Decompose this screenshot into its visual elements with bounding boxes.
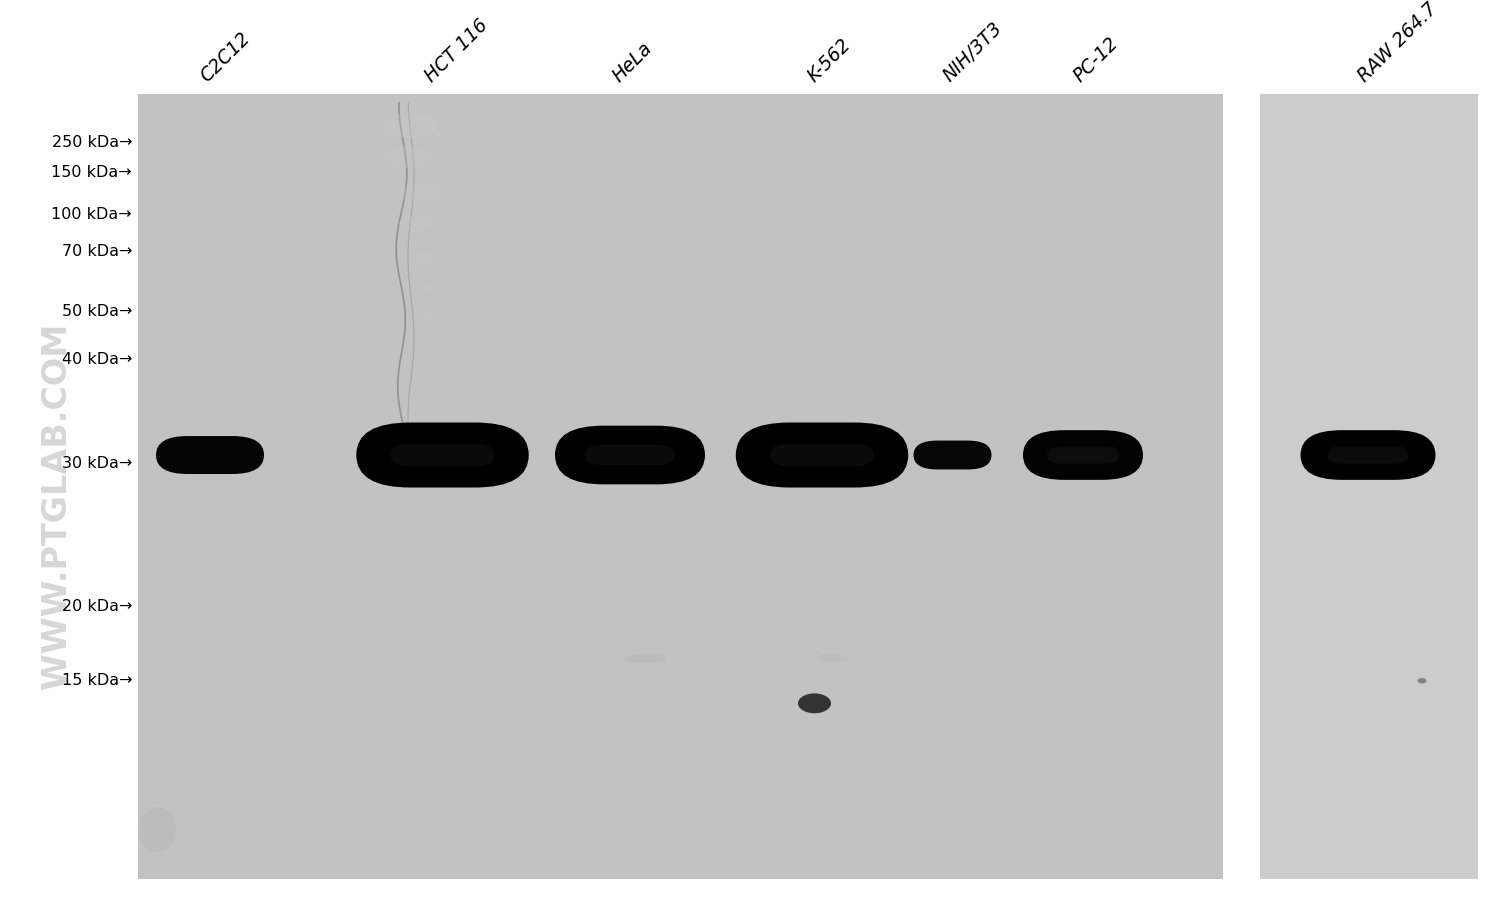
Text: 40 kDa→: 40 kDa→ <box>62 352 132 366</box>
FancyBboxPatch shape <box>1023 431 1143 480</box>
Text: PC-12: PC-12 <box>1070 33 1122 86</box>
Ellipse shape <box>798 694 831 713</box>
FancyBboxPatch shape <box>736 423 909 488</box>
FancyBboxPatch shape <box>1047 446 1119 465</box>
Ellipse shape <box>816 655 849 662</box>
FancyBboxPatch shape <box>585 446 675 465</box>
Ellipse shape <box>423 345 441 354</box>
FancyBboxPatch shape <box>1328 446 1408 465</box>
Text: NIH/3T3: NIH/3T3 <box>939 19 1005 86</box>
Bar <box>138 95 1222 879</box>
Text: 15 kDa→: 15 kDa→ <box>62 673 132 687</box>
Text: 50 kDa→: 50 kDa→ <box>62 304 132 318</box>
FancyBboxPatch shape <box>771 444 873 467</box>
Text: HeLa: HeLa <box>609 39 656 86</box>
Text: 30 kDa→: 30 kDa→ <box>62 456 132 470</box>
FancyBboxPatch shape <box>390 444 494 467</box>
Ellipse shape <box>416 282 442 294</box>
Ellipse shape <box>384 146 432 170</box>
FancyBboxPatch shape <box>156 437 264 474</box>
FancyBboxPatch shape <box>555 427 705 485</box>
Ellipse shape <box>399 216 435 232</box>
Ellipse shape <box>416 311 438 320</box>
Text: 150 kDa→: 150 kDa→ <box>51 165 132 179</box>
Ellipse shape <box>399 184 441 204</box>
Bar <box>1260 95 1478 879</box>
Ellipse shape <box>382 114 439 139</box>
Text: HCT 116: HCT 116 <box>422 15 492 86</box>
Text: RAW 264.7: RAW 264.7 <box>1354 0 1442 86</box>
Text: 70 kDa→: 70 kDa→ <box>62 244 132 258</box>
Text: 100 kDa→: 100 kDa→ <box>51 207 132 221</box>
Text: 250 kDa→: 250 kDa→ <box>51 135 132 150</box>
Ellipse shape <box>138 807 177 852</box>
Text: WWW.PTGLAB.COM: WWW.PTGLAB.COM <box>40 322 74 688</box>
Ellipse shape <box>624 654 666 663</box>
Ellipse shape <box>1418 678 1426 684</box>
Text: C2C12: C2C12 <box>196 29 254 86</box>
FancyBboxPatch shape <box>357 423 528 488</box>
Ellipse shape <box>408 250 438 264</box>
FancyBboxPatch shape <box>914 441 992 470</box>
Text: 20 kDa→: 20 kDa→ <box>62 599 132 613</box>
Text: K-562: K-562 <box>804 35 855 86</box>
FancyBboxPatch shape <box>1300 431 1436 480</box>
